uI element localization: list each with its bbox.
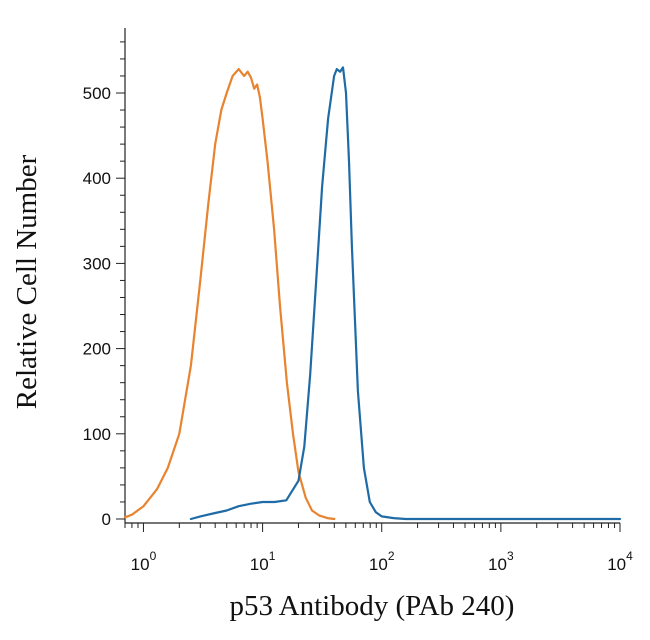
y-axis-title: Relative Cell Number xyxy=(11,154,43,409)
y-tick-label: 100 xyxy=(83,425,111,444)
histogram-series-2 xyxy=(189,66,622,521)
y-tick-label: 300 xyxy=(83,254,111,273)
y-tick-label: 400 xyxy=(83,169,111,188)
x-axis-ticks: 100 101 102 103 104 xyxy=(124,523,633,574)
y-tick-label: 200 xyxy=(83,340,111,359)
y-tick-label: 500 xyxy=(83,84,111,103)
histogram-series-1 xyxy=(123,67,336,521)
series-layer xyxy=(123,66,622,521)
x-axis-title: p53 Antibody (PAb 240) xyxy=(230,590,515,622)
x-tick-label: 100 xyxy=(131,549,157,574)
y-tick-label: 0 xyxy=(102,510,111,529)
x-tick-label: 104 xyxy=(607,549,633,574)
axes xyxy=(124,28,620,524)
y-axis-ticks: 0 100 200 300 400 500 xyxy=(83,41,125,529)
x-tick-label: 101 xyxy=(250,549,276,574)
x-tick-label: 102 xyxy=(369,549,395,574)
x-tick-label: 103 xyxy=(488,549,514,574)
